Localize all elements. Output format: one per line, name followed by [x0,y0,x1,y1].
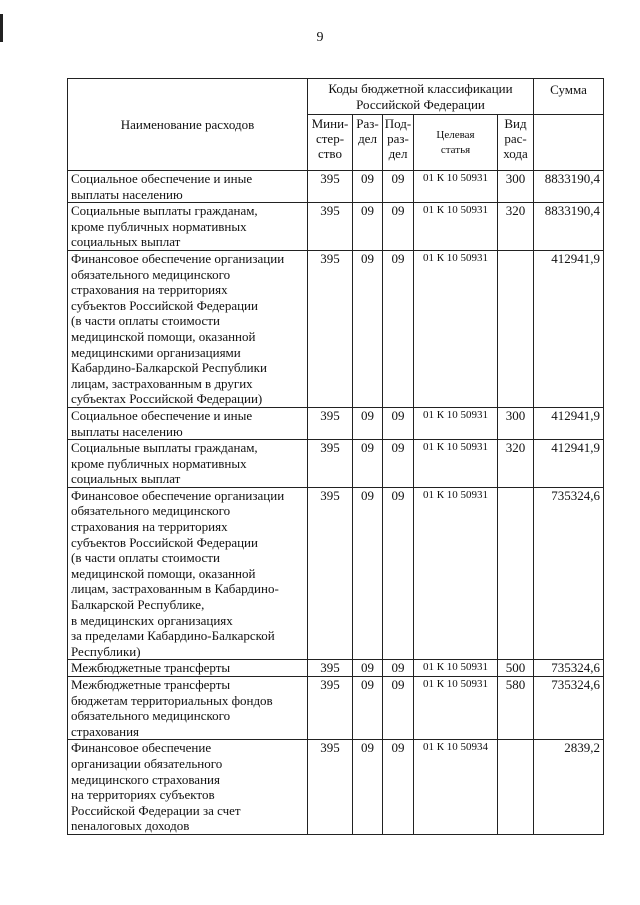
amount: 735324,6 [533,486,604,661]
target-article: 01 К 10 50931 [413,249,498,408]
section-code: 09 [352,739,383,835]
target-article: 01 К 10 50931 [413,439,498,488]
expense-name: Финансовое обеспечение организации обяза… [67,739,308,835]
amount: 8833190,4 [533,169,604,204]
expense-type [497,739,534,835]
amount: 735324,6 [533,675,604,741]
table-row: Социальные выплаты гражданам, кроме публ… [67,202,604,251]
ministry-code: 395 [307,439,353,488]
header-name: Наименование расходов [67,78,308,171]
section-code: 09 [352,169,383,204]
header-codes: Коды бюджетной классификации Российской … [307,78,534,115]
table-row: Социальное обеспечение и иные выплаты на… [67,169,604,204]
expense-name: Финансовое обеспечение организации обяза… [67,249,308,408]
header-ministry: Мини- стер- ство [307,114,353,171]
section-code: 09 [352,202,383,251]
header-sum-blank [533,114,604,171]
table-row: Финансовое обеспечение организации обяза… [67,249,604,408]
ministry-code: 395 [307,169,353,204]
expense-type: 320 [497,202,534,251]
ministry-code: 395 [307,202,353,251]
expense-name: Социальные выплаты гражданам, кроме публ… [67,439,308,488]
section-code: 09 [352,406,383,441]
expense-type: 320 [497,439,534,488]
section-code: 09 [352,249,383,408]
section-code: 09 [352,659,383,677]
amount: 735324,6 [533,659,604,677]
header-subsection: Под- раз- дел [382,114,414,171]
expense-name: Социальные выплаты гражданам, кроме публ… [67,202,308,251]
table-row: Социальное обеспечение и иные выплаты на… [67,406,604,441]
header-target: Целевая статья [413,114,498,171]
expense-type: 300 [497,169,534,204]
expense-type: 300 [497,406,534,441]
target-article: 01 К 10 50931 [413,406,498,441]
ministry-code: 395 [307,675,353,741]
table-row: Финансовое обеспечение организации обяза… [67,739,604,835]
subsection-code: 09 [382,202,414,251]
expense-type [497,486,534,661]
expense-name: Социальное обеспечение и иные выплаты на… [67,169,308,204]
ministry-code: 395 [307,486,353,661]
subsection-code: 09 [382,249,414,408]
section-code: 09 [352,439,383,488]
target-article: 01 К 10 50931 [413,486,498,661]
scan-edge-mark [0,14,3,42]
amount: 412941,9 [533,249,604,408]
ministry-code: 395 [307,739,353,835]
subsection-code: 09 [382,486,414,661]
section-code: 09 [352,486,383,661]
table-row: Социальные выплаты гражданам, кроме публ… [67,439,604,488]
table-row: Межбюджетные трансферты бюджетам террито… [67,675,604,741]
subsection-code: 09 [382,439,414,488]
header-section: Раз- дел [352,114,383,171]
expense-type: 580 [497,675,534,741]
expense-type [497,249,534,408]
ministry-code: 395 [307,659,353,677]
budget-table: Наименование расходов Коды бюджетной кла… [67,78,604,835]
subsection-code: 09 [382,739,414,835]
amount: 2839,2 [533,739,604,835]
expense-name: Финансовое обеспечение организации обяза… [67,486,308,661]
target-article: 01 К 10 50931 [413,675,498,741]
amount: 8833190,4 [533,202,604,251]
expense-name: Социальное обеспечение и иные выплаты на… [67,406,308,441]
header-type: Вид рас- хода [497,114,534,171]
amount: 412941,9 [533,439,604,488]
subsection-code: 09 [382,406,414,441]
target-article: 01 К 10 50934 [413,739,498,835]
target-article: 01 К 10 50931 [413,659,498,677]
header-sum: Сумма [533,78,604,115]
ministry-code: 395 [307,406,353,441]
target-article: 01 К 10 50931 [413,202,498,251]
subsection-code: 09 [382,169,414,204]
expense-name: Межбюджетные трансферты бюджетам террито… [67,675,308,741]
ministry-code: 395 [307,249,353,408]
subsection-code: 09 [382,675,414,741]
expense-name: Межбюджетные трансферты [67,659,308,677]
subsection-code: 09 [382,659,414,677]
section-code: 09 [352,675,383,741]
target-article: 01 К 10 50931 [413,169,498,204]
amount: 412941,9 [533,406,604,441]
page-number: 9 [316,30,324,45]
table-row: Финансовое обеспечение организации обяза… [67,486,604,661]
table-row: Межбюджетные трансферты 395 09 09 01 К 10 50… [67,659,604,677]
expense-type: 500 [497,659,534,677]
